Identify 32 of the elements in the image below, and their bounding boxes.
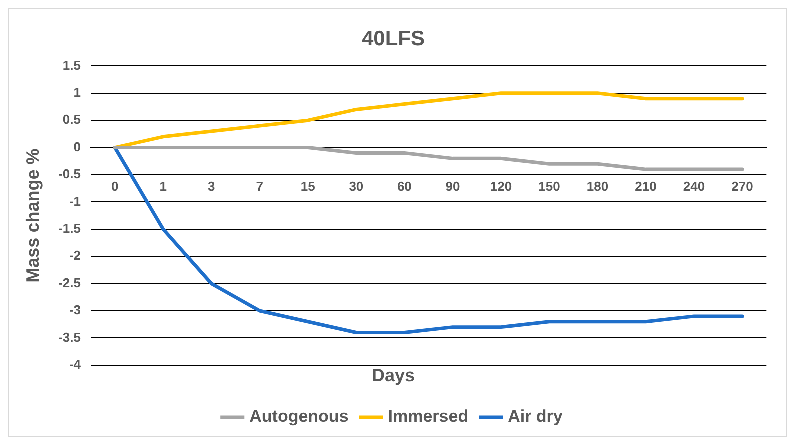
y-tick-label: -0.5	[58, 166, 81, 182]
y-tick-label: -1	[69, 194, 81, 209]
chart-title: 40LFS	[362, 27, 426, 50]
x-tick-label: 60	[397, 179, 412, 194]
legend-label: Air dry	[508, 407, 564, 426]
y-tick-label: -4	[69, 356, 82, 372]
y-tick-label: 1	[74, 84, 81, 100]
y-tick-label: -2	[69, 248, 81, 264]
y-tick-label: -3.5	[58, 330, 81, 345]
x-tick-label: 240	[683, 179, 706, 194]
x-axis-title: Days	[372, 365, 416, 386]
y-axis-title: Mass change %	[22, 148, 43, 283]
x-tick-label: 210	[635, 179, 657, 194]
x-tick-label: 120	[490, 179, 512, 194]
x-tick-label: 1	[160, 179, 168, 194]
y-tick-label: 0	[74, 139, 81, 154]
x-tick-label: 0	[112, 179, 119, 194]
x-tick-label: 15	[300, 179, 316, 194]
x-tick-label: 7	[256, 179, 264, 194]
x-tick-label: 150	[538, 179, 560, 194]
legend-label: Immersed	[388, 407, 469, 426]
y-tick-label: -3	[69, 302, 81, 318]
x-tick-label: 90	[446, 179, 460, 194]
x-tick-label: 270	[732, 179, 754, 194]
legend-label: Autogenous	[250, 407, 349, 426]
x-tick-label: 180	[586, 179, 609, 194]
y-tick-label: 1.5	[62, 58, 81, 73]
y-tick-label: 0.5	[62, 112, 81, 128]
y-tick-label: -1.5	[58, 220, 81, 236]
x-tick-label: 3	[208, 179, 216, 194]
y-tick-label: -2.5	[58, 275, 81, 290]
x-tick-label: 30	[349, 179, 364, 194]
